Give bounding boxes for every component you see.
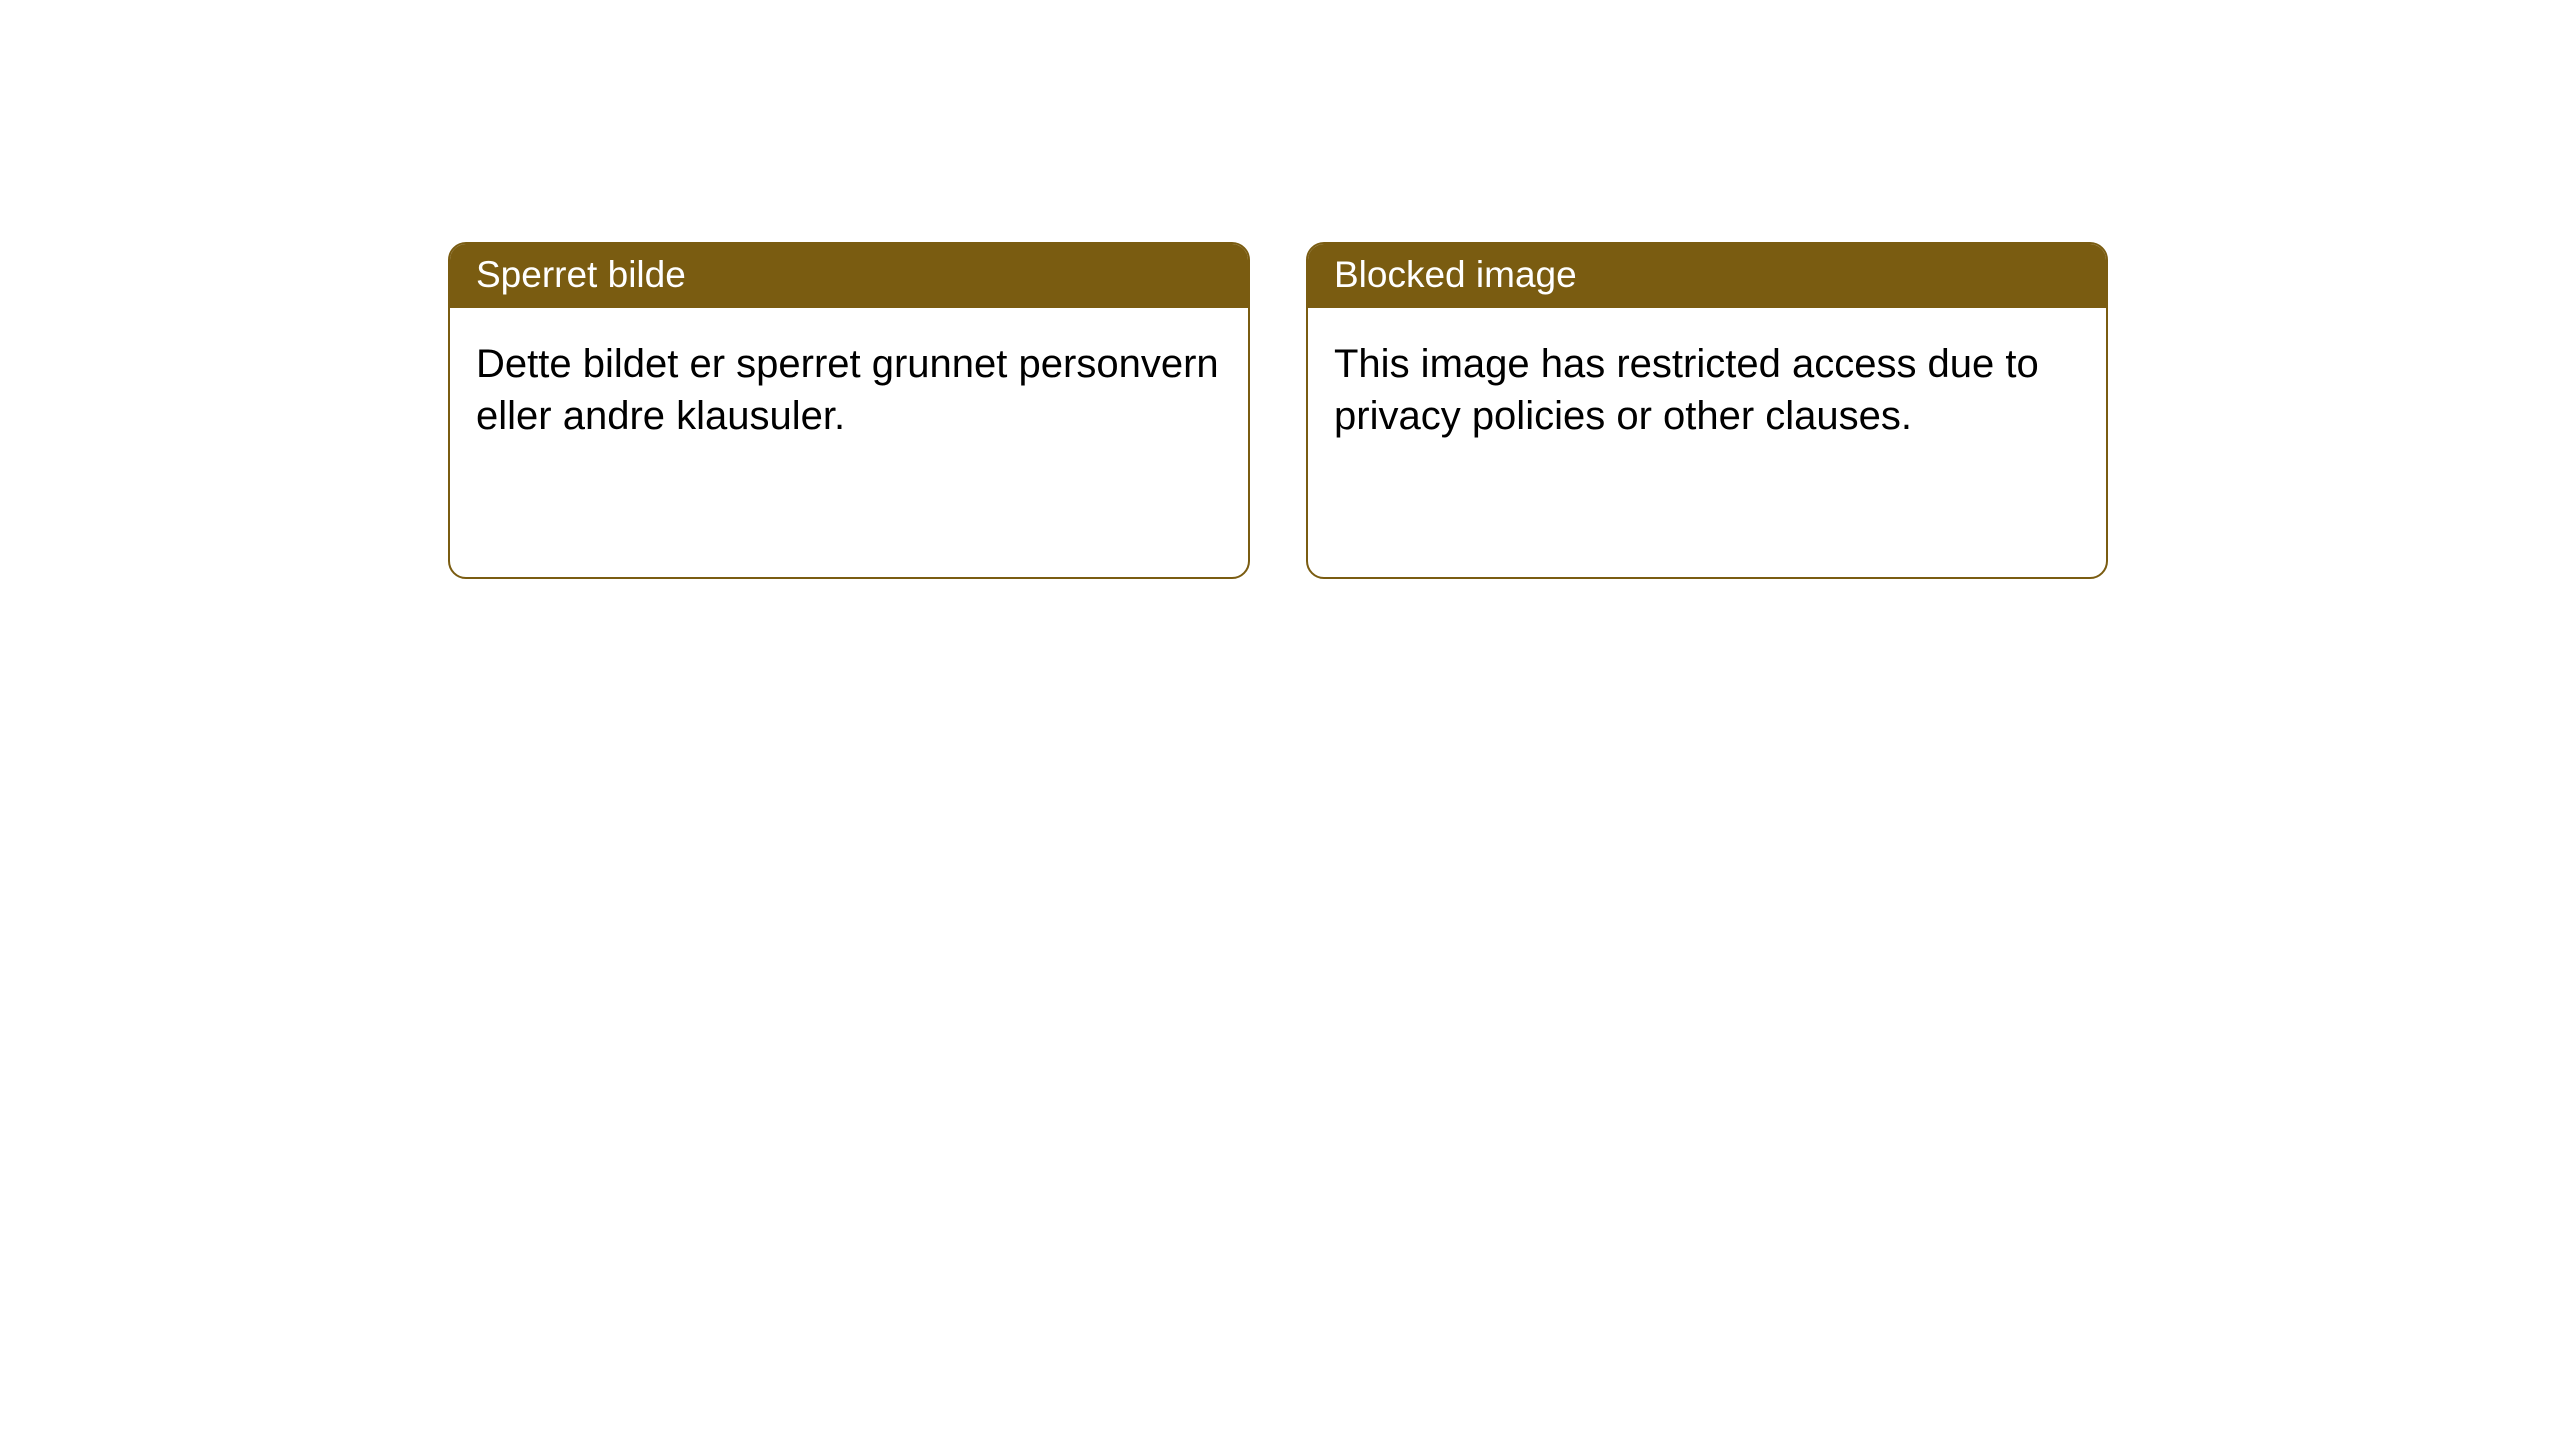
card-body-no: Dette bildet er sperret grunnet personve… — [450, 308, 1248, 472]
card-title-no: Sperret bilde — [450, 244, 1248, 308]
notice-container: Sperret bilde Dette bildet er sperret gr… — [0, 0, 2560, 579]
card-title-en: Blocked image — [1308, 244, 2106, 308]
card-body-en: This image has restricted access due to … — [1308, 308, 2106, 472]
blocked-image-card-no: Sperret bilde Dette bildet er sperret gr… — [448, 242, 1250, 579]
blocked-image-card-en: Blocked image This image has restricted … — [1306, 242, 2108, 579]
